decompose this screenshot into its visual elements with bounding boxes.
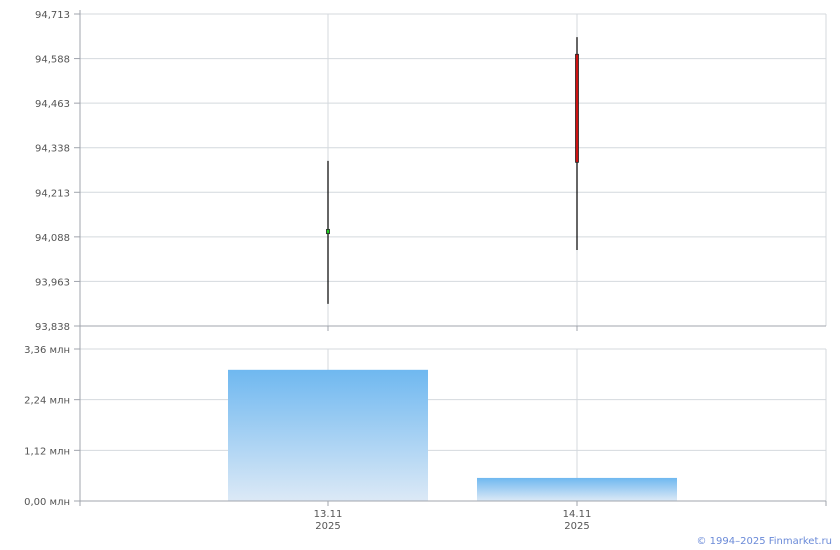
x-tick-label-year: 2025: [315, 521, 340, 532]
candle-body-up: [326, 228, 330, 235]
x-tick-label-year: 2025: [564, 521, 589, 532]
volume-bar: [228, 369, 428, 501]
volume-tick-label: 0,00 млн: [24, 497, 70, 508]
axes: 93,838 93,963 94,088 94,213 94,338 94,463 94,5…: [24, 10, 827, 532]
volume-tick-label: 2,24 млн: [24, 396, 70, 407]
copyright: © 1994–2025 Finmarket.ru: [696, 536, 832, 547]
price-tick-label: 94,213: [35, 188, 70, 199]
volume-bar: [477, 477, 677, 501]
price-tick-label: 93,838: [35, 322, 70, 333]
candle-body-down: [575, 53, 579, 163]
price-tick-label: 94,713: [35, 10, 70, 21]
price-grid: [80, 13, 827, 327]
volume-tick-label: 3,36 млн: [24, 345, 70, 356]
volume-grid: [80, 348, 827, 502]
volume-bars: [228, 369, 677, 501]
volume-tick-label: 1,12 млн: [24, 446, 70, 457]
price-tick-label: 94,338: [35, 144, 70, 155]
price-tick-label: 93,963: [35, 277, 70, 288]
x-tick-label-day: 14.11: [563, 509, 592, 520]
candles: [326, 37, 579, 304]
price-tick-label: 94,088: [35, 233, 70, 244]
price-tick-label: 94,588: [35, 55, 70, 66]
price-tick-label: 94,463: [35, 99, 70, 110]
x-tick-label-day: 13.11: [314, 509, 343, 520]
